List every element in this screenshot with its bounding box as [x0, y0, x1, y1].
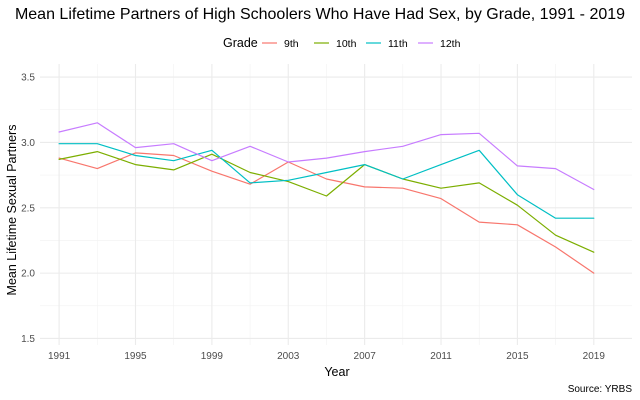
x-tick-label: 2015 [506, 351, 529, 362]
series-line-12th [58, 122, 595, 191]
y-tick-label: 2.5 [21, 203, 35, 214]
source-caption: Source: YRBS [568, 384, 633, 395]
series-line-10th [58, 151, 595, 253]
x-tick-label: 2003 [277, 351, 300, 362]
x-tick-label: 2007 [354, 351, 377, 362]
x-tick-label: 2019 [583, 351, 606, 362]
y-tick-label: 3.5 [21, 73, 35, 84]
chart-title: Mean Lifetime Partners of High Schoolers… [15, 6, 625, 23]
y-tick-label: 1.5 [21, 334, 35, 345]
legend-label: 11th [388, 38, 408, 50]
x-tick-label: 1999 [201, 351, 224, 362]
x-tick-label: 1991 [48, 351, 71, 362]
legend-entry-12th: 12th [418, 38, 461, 50]
x-tick-label: 2011 [430, 351, 452, 362]
y-tick-label: 3.0 [21, 138, 35, 149]
legend-label: 12th [440, 38, 461, 50]
legend: Grade 9th 10th 11th 12th [223, 36, 461, 50]
legend-entry-11th: 11th [366, 38, 408, 50]
legend-label: 10th [336, 38, 357, 50]
series-line-11th [58, 143, 595, 219]
x-tick-label: 1995 [124, 351, 147, 362]
y-axis-title: Mean Lifetime Sexual Partners [5, 125, 19, 296]
series-lines [58, 122, 595, 274]
y-axis-ticks: 1.5 2.0 2.5 3.0 3.5 [21, 73, 35, 345]
x-axis-ticks: 1991 1995 1999 2003 2007 2011 2015 2019 [48, 351, 605, 362]
y-tick-label: 2.0 [21, 269, 35, 280]
series-line-9th [58, 152, 595, 274]
x-axis-title: Year [324, 365, 349, 379]
major-gridlines [40, 64, 632, 345]
legend-entry-9th: 9th [262, 38, 299, 50]
legend-label: 9th [284, 38, 299, 50]
minor-gridlines [40, 64, 632, 345]
legend-title: Grade [223, 36, 258, 50]
legend-entry-10th: 10th [314, 38, 357, 50]
